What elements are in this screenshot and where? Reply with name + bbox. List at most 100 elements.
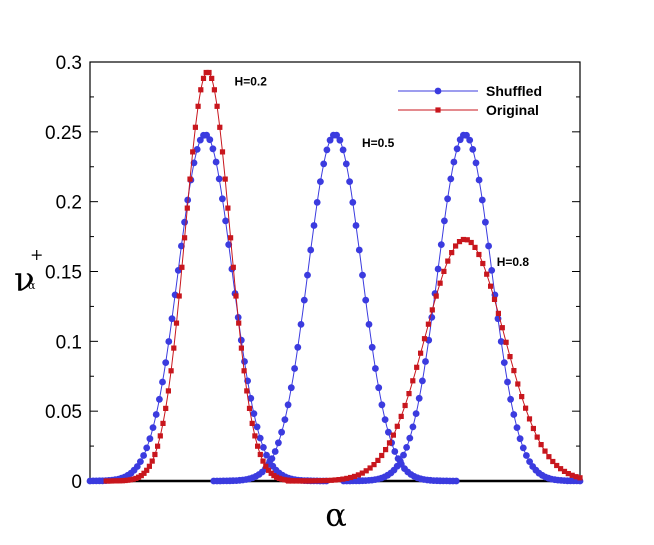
data-point <box>378 401 386 409</box>
data-point <box>301 478 307 484</box>
data-point <box>320 478 326 484</box>
data-point <box>222 176 228 182</box>
data-point <box>157 433 163 439</box>
data-point <box>181 218 189 226</box>
legend-label: Shuffled <box>486 83 542 99</box>
data-point <box>478 196 486 204</box>
data-point <box>516 435 524 443</box>
data-point <box>324 477 330 484</box>
data-point <box>393 462 401 470</box>
data-point <box>475 176 483 184</box>
data-point <box>504 378 511 386</box>
data-point <box>206 69 212 76</box>
data-point <box>119 478 125 484</box>
data-point <box>390 432 396 438</box>
data-point <box>554 462 560 469</box>
data-point <box>453 145 461 153</box>
data-point <box>190 149 196 155</box>
data-point <box>305 478 311 484</box>
data-point <box>236 320 242 326</box>
data-point <box>304 271 311 279</box>
data-point <box>274 474 280 480</box>
data-point <box>137 458 144 465</box>
data-point <box>359 271 366 279</box>
data-point <box>276 475 282 481</box>
data-point <box>406 434 414 442</box>
data-point <box>348 474 354 481</box>
data-point <box>297 478 303 484</box>
y-tick-label: 0.25 <box>45 123 82 144</box>
data-point <box>275 439 282 447</box>
data-point <box>414 364 420 370</box>
data-point <box>402 402 408 409</box>
data-point <box>323 146 331 154</box>
peak-annotation: H=0.2 <box>235 75 268 89</box>
data-point <box>225 205 231 211</box>
y-axis-title-sup: + <box>30 245 43 264</box>
data-point <box>336 477 342 483</box>
data-point <box>165 338 173 345</box>
data-point <box>346 178 353 186</box>
data-point <box>160 420 166 426</box>
data-point <box>441 268 447 274</box>
data-point <box>463 131 470 139</box>
data-point <box>573 474 579 480</box>
data-point <box>488 267 496 274</box>
data-point <box>125 477 131 483</box>
data-point <box>138 473 144 479</box>
y-axis-title-sub: α <box>28 279 36 292</box>
data-point <box>381 416 389 423</box>
x-axis-title: α <box>325 496 347 534</box>
data-point <box>332 477 338 483</box>
data-point <box>214 103 220 109</box>
data-point <box>415 394 423 402</box>
data-point <box>263 463 269 469</box>
y-tick-label: 0.15 <box>45 263 82 284</box>
data-point <box>320 160 328 168</box>
data-point <box>133 463 141 470</box>
data-point <box>488 283 494 289</box>
data-point <box>184 205 190 211</box>
data-point <box>238 345 244 351</box>
data-point <box>398 413 404 419</box>
data-point <box>111 478 117 484</box>
data-point <box>260 458 266 464</box>
data-point <box>209 145 217 153</box>
series-line <box>90 134 327 482</box>
data-point <box>464 237 470 243</box>
data-point <box>225 241 233 249</box>
data-point <box>363 468 369 474</box>
data-point <box>445 258 451 264</box>
data-point <box>195 103 201 109</box>
data-point <box>215 175 223 183</box>
data-point <box>293 478 299 484</box>
data-point <box>146 463 152 469</box>
data-point <box>507 395 514 403</box>
data-point <box>103 478 109 484</box>
data-point <box>152 411 160 418</box>
series-line <box>288 238 581 482</box>
y-ticks: 0 0.05 0.1 0.15 0.2 0.25 0.3 <box>45 53 580 493</box>
peak-annotation: H=0.5 <box>362 136 395 150</box>
data-point <box>480 260 486 267</box>
data-point <box>362 296 370 304</box>
data-point <box>523 405 529 411</box>
data-point <box>495 310 501 316</box>
data-point <box>422 358 429 365</box>
data-point <box>513 424 521 431</box>
data-point <box>168 315 176 323</box>
data-point <box>371 462 377 468</box>
data-point <box>472 159 480 167</box>
data-point <box>196 136 204 144</box>
data-point <box>317 178 324 186</box>
data-point <box>278 428 285 436</box>
data-point <box>352 222 360 229</box>
data-point <box>209 75 215 81</box>
data-point <box>491 296 498 302</box>
series-line <box>213 134 457 482</box>
data-point <box>409 423 417 431</box>
data-point <box>368 343 376 351</box>
data-point <box>499 325 505 331</box>
legend-marker <box>435 107 441 113</box>
data-point <box>289 478 295 484</box>
